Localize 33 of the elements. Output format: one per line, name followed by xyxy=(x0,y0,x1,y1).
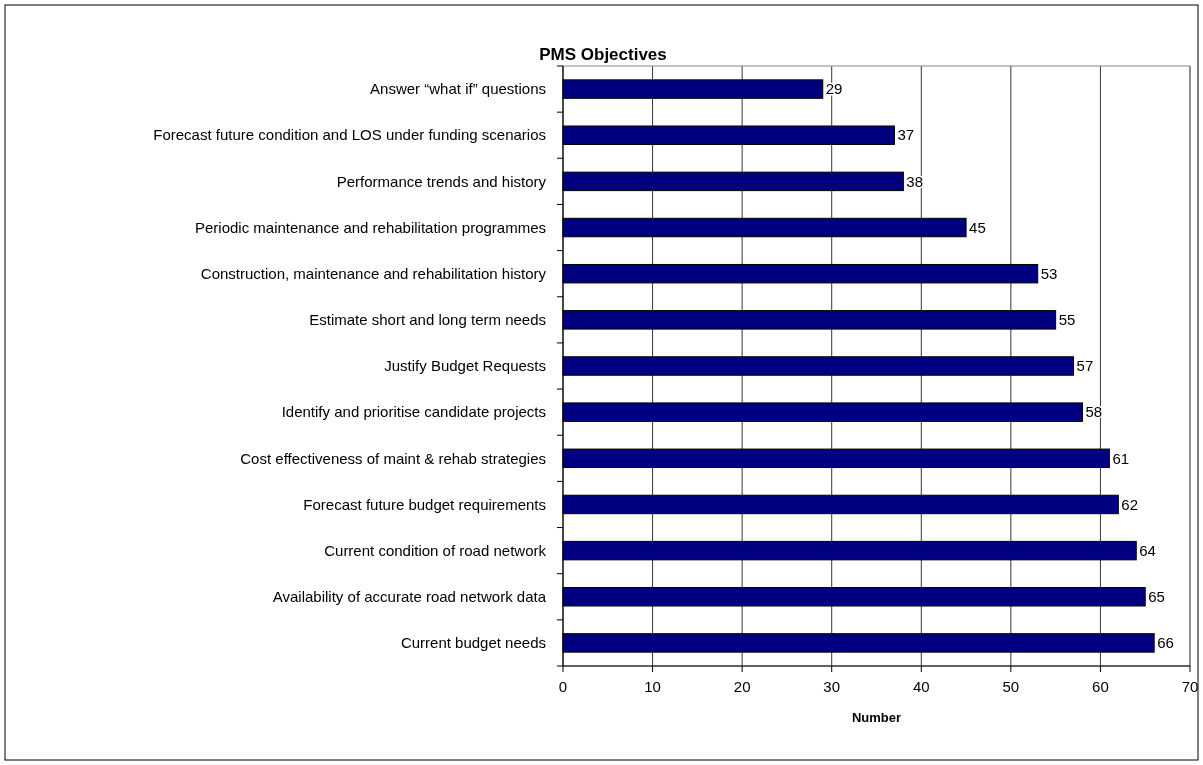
data-label: 53 xyxy=(1040,264,1058,282)
y-tick-label: Current budget needs xyxy=(400,634,546,652)
x-tick-label: 30 xyxy=(823,678,841,695)
data-label: 57 xyxy=(1076,357,1094,375)
data-label: 66 xyxy=(1157,634,1174,652)
y-tick-label: Periodic maintenance and rehabilitation programmes xyxy=(194,218,546,236)
y-tick-label: Estimate short and long term needs xyxy=(309,311,546,329)
y-tick-label: Answer “what if” questions xyxy=(370,80,546,98)
data-label: 37 xyxy=(897,126,915,144)
data-label: 65 xyxy=(1148,588,1165,606)
y-tick-label: Current condition of road network xyxy=(324,541,547,559)
x-tick-label: 70 xyxy=(1181,678,1199,695)
data-label: 62 xyxy=(1121,495,1139,513)
x-tick-label: 10 xyxy=(644,678,661,695)
x-tick-label: 0 xyxy=(558,678,568,695)
x-tick-label: 50 xyxy=(1002,678,1020,695)
data-label: 55 xyxy=(1058,311,1076,329)
y-tick-label: Performance trends and history xyxy=(336,172,547,190)
y-tick-label: Justify Budget Requests xyxy=(384,357,546,375)
y-tick-label: Identify and prioritise candidate projects xyxy=(281,403,546,421)
data-label: 64 xyxy=(1139,541,1156,559)
data-label: 45 xyxy=(969,218,986,236)
x-axis-title: Number xyxy=(851,710,902,725)
x-tick-label: 40 xyxy=(912,678,930,695)
y-tick-label: Forecast future condition and LOS under funding scenarios xyxy=(153,126,546,144)
y-tick-label: Construction, maintenance and rehabilitation history xyxy=(200,264,547,282)
data-label: 61 xyxy=(1112,449,1130,467)
y-tick-label: Cost effectiveness of maint & rehab strategies xyxy=(240,449,546,467)
y-tick-label: Forecast future budget requirements xyxy=(303,495,546,513)
x-tick-label: 60 xyxy=(1092,678,1109,695)
chart-title: PMS Objectives xyxy=(539,45,667,64)
x-tick-label: 20 xyxy=(733,678,751,695)
y-tick-label: Availability of accurate road network data xyxy=(272,588,547,606)
